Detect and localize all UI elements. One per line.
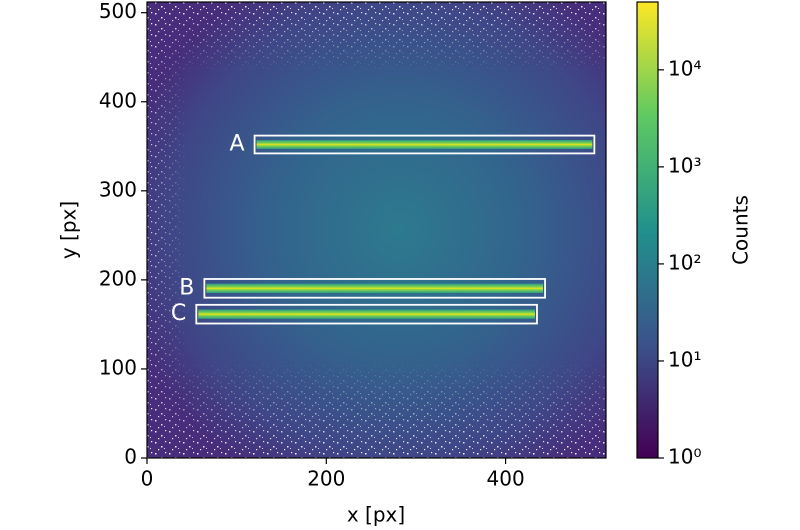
region-box <box>203 278 546 299</box>
colorbar <box>637 2 658 458</box>
region-label: A <box>230 132 245 157</box>
colorbar-tick-label: 10⁰ <box>668 445 701 469</box>
y-axis-label: y [px] <box>57 201 81 259</box>
colorbar-tick-label: 10¹ <box>668 347 701 371</box>
noise <box>147 360 606 458</box>
spectrum-trace <box>198 309 535 319</box>
x-tick-label: 0 <box>141 467 154 491</box>
x-axis-label: x [px] <box>347 503 405 527</box>
colorbar-tick-label: 10² <box>668 250 701 274</box>
y-tick-label: 500 <box>99 0 137 23</box>
y-tick-label: 100 <box>99 355 137 379</box>
noise <box>147 2 606 72</box>
image-area <box>147 2 606 458</box>
y-tick-label: 200 <box>99 266 137 290</box>
colorbar-tick-label: 10⁴ <box>668 56 701 80</box>
region-box <box>253 134 596 155</box>
region-label: C <box>171 301 186 326</box>
region-label: B <box>179 275 194 300</box>
y-tick-label: 300 <box>99 177 137 201</box>
colorbar-label: Counts <box>729 195 753 265</box>
region-box <box>195 303 538 325</box>
colorbar-tick-label: 10³ <box>668 153 701 177</box>
x-tick-label: 400 <box>487 467 525 491</box>
noise <box>147 2 187 458</box>
spectrum-trace <box>206 283 544 294</box>
y-tick-label: 0 <box>124 445 137 469</box>
y-tick-label: 400 <box>99 88 137 112</box>
colorbar-frame <box>636 1 659 459</box>
x-tick-label: 200 <box>307 467 345 491</box>
spectrum-trace <box>256 140 593 149</box>
plot-frame <box>146 1 607 459</box>
